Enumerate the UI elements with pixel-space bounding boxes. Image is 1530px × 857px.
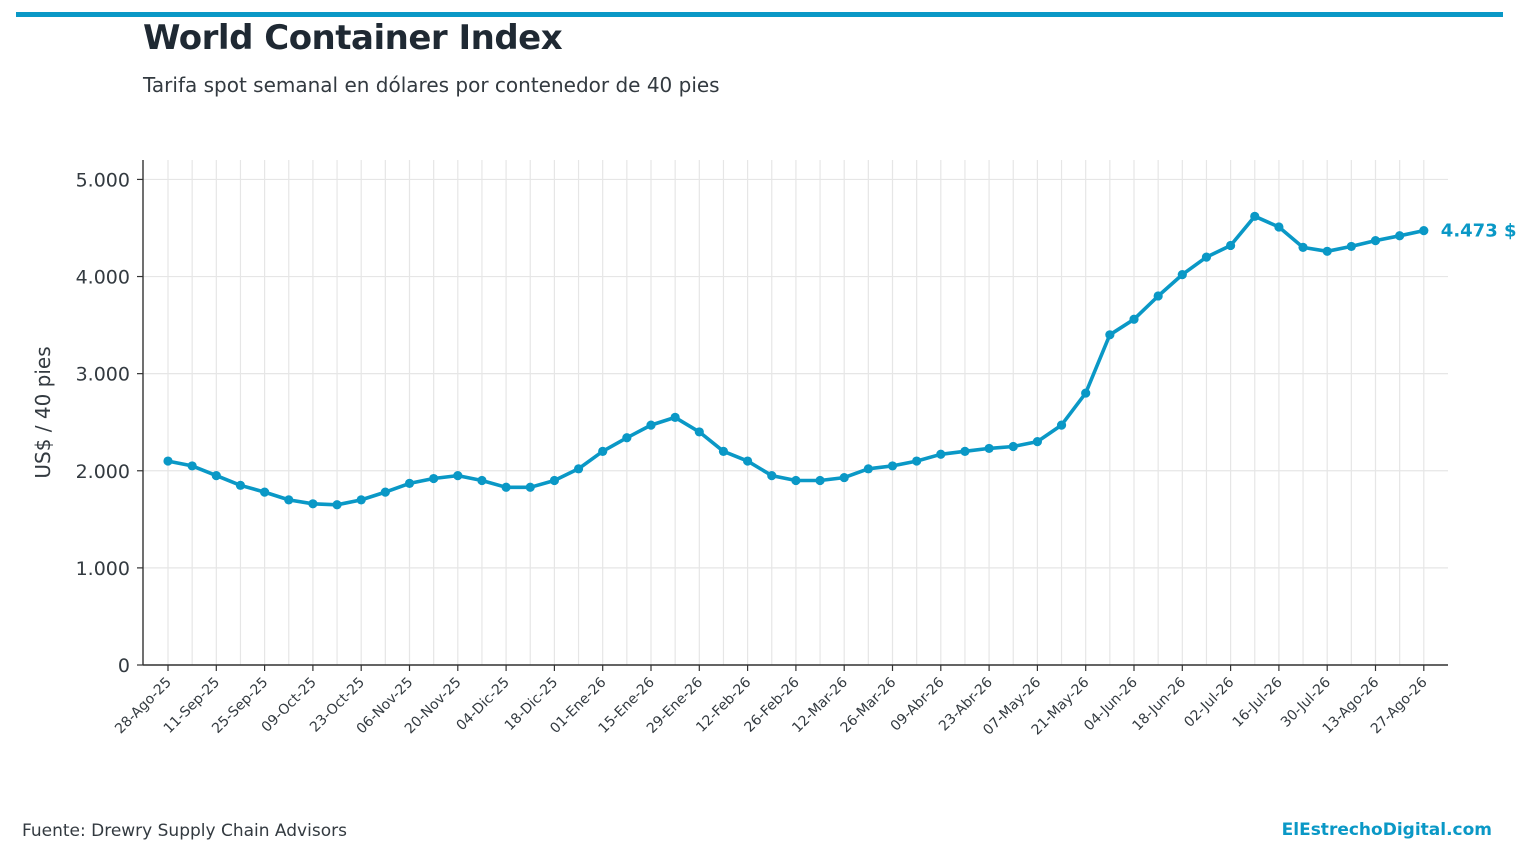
x-tick-label: 16-Jul-26 <box>1230 674 1286 730</box>
data-point <box>1177 269 1187 280</box>
data-point <box>1395 231 1405 241</box>
data-point <box>356 495 366 505</box>
data-point <box>163 456 173 466</box>
data-point <box>501 482 511 492</box>
data-point <box>1056 420 1067 430</box>
data-point <box>1274 222 1284 232</box>
data-point <box>960 446 970 456</box>
data-point <box>718 446 729 456</box>
data-point <box>743 456 753 466</box>
data-point <box>1250 211 1260 221</box>
data-point <box>404 478 415 488</box>
data-point <box>260 487 270 497</box>
data-point <box>1322 246 1332 256</box>
data-point <box>453 471 463 481</box>
page-subtitle: Tarifa spot semanal en dólares por conte… <box>143 73 720 97</box>
y-tick-label: 3.000 <box>76 364 130 386</box>
data-point <box>1201 252 1212 262</box>
data-point <box>549 475 560 486</box>
data-point <box>1298 242 1308 253</box>
data-point <box>187 461 197 471</box>
data-point <box>477 475 487 486</box>
data-point <box>670 412 680 422</box>
label-layer: 4.473 $ <box>1441 221 1517 242</box>
y-tick-label: 4.000 <box>76 267 130 289</box>
page-title: World Container Index <box>143 18 563 58</box>
data-point <box>912 456 922 466</box>
data-point <box>380 487 390 497</box>
y-tick-label: 2.000 <box>76 461 130 483</box>
data-point <box>1129 314 1139 324</box>
data-point <box>791 475 801 486</box>
series-layer <box>163 211 1429 510</box>
data-point <box>815 475 825 486</box>
data-point <box>1419 226 1429 236</box>
data-point <box>235 480 246 490</box>
data-point <box>622 433 632 443</box>
y-tick-label: 0 <box>118 655 130 677</box>
data-point <box>1370 236 1381 246</box>
data-point <box>646 420 656 430</box>
data-point <box>1008 441 1018 452</box>
grid-layer <box>143 160 1448 666</box>
data-point <box>839 472 849 483</box>
data-point <box>308 499 318 509</box>
x-tick-label: 18-Jun-26 <box>1129 674 1189 734</box>
data-point <box>694 427 704 437</box>
data-point <box>887 461 898 471</box>
data-point <box>936 449 946 459</box>
data-point <box>332 500 342 510</box>
source-note: Fuente: Drewry Supply Chain Advisors <box>22 821 347 841</box>
top-accent-bar <box>16 12 1503 17</box>
data-point <box>525 482 535 492</box>
x-tick-label: 02-Jul-26 <box>1181 674 1237 730</box>
y-axis-title: US$ / 40 pies <box>31 346 55 478</box>
brand-link[interactable]: ElEstrechoDigital.com <box>1281 820 1492 840</box>
data-point <box>284 495 294 505</box>
data-point <box>1081 388 1091 398</box>
data-point <box>573 464 584 474</box>
data-point <box>1153 291 1163 301</box>
data-point <box>863 464 873 474</box>
end-value-label: 4.473 $ <box>1441 221 1517 242</box>
data-point <box>211 471 221 481</box>
data-point <box>1032 437 1042 447</box>
y-tick-label: 1.000 <box>76 558 130 580</box>
data-point <box>767 471 777 481</box>
y-tick-label: 5.000 <box>76 169 130 191</box>
data-point <box>984 443 994 454</box>
data-point <box>1226 240 1236 251</box>
data-point <box>1346 241 1356 252</box>
data-point <box>1105 330 1115 340</box>
data-point <box>598 446 608 456</box>
data-point <box>429 473 439 484</box>
